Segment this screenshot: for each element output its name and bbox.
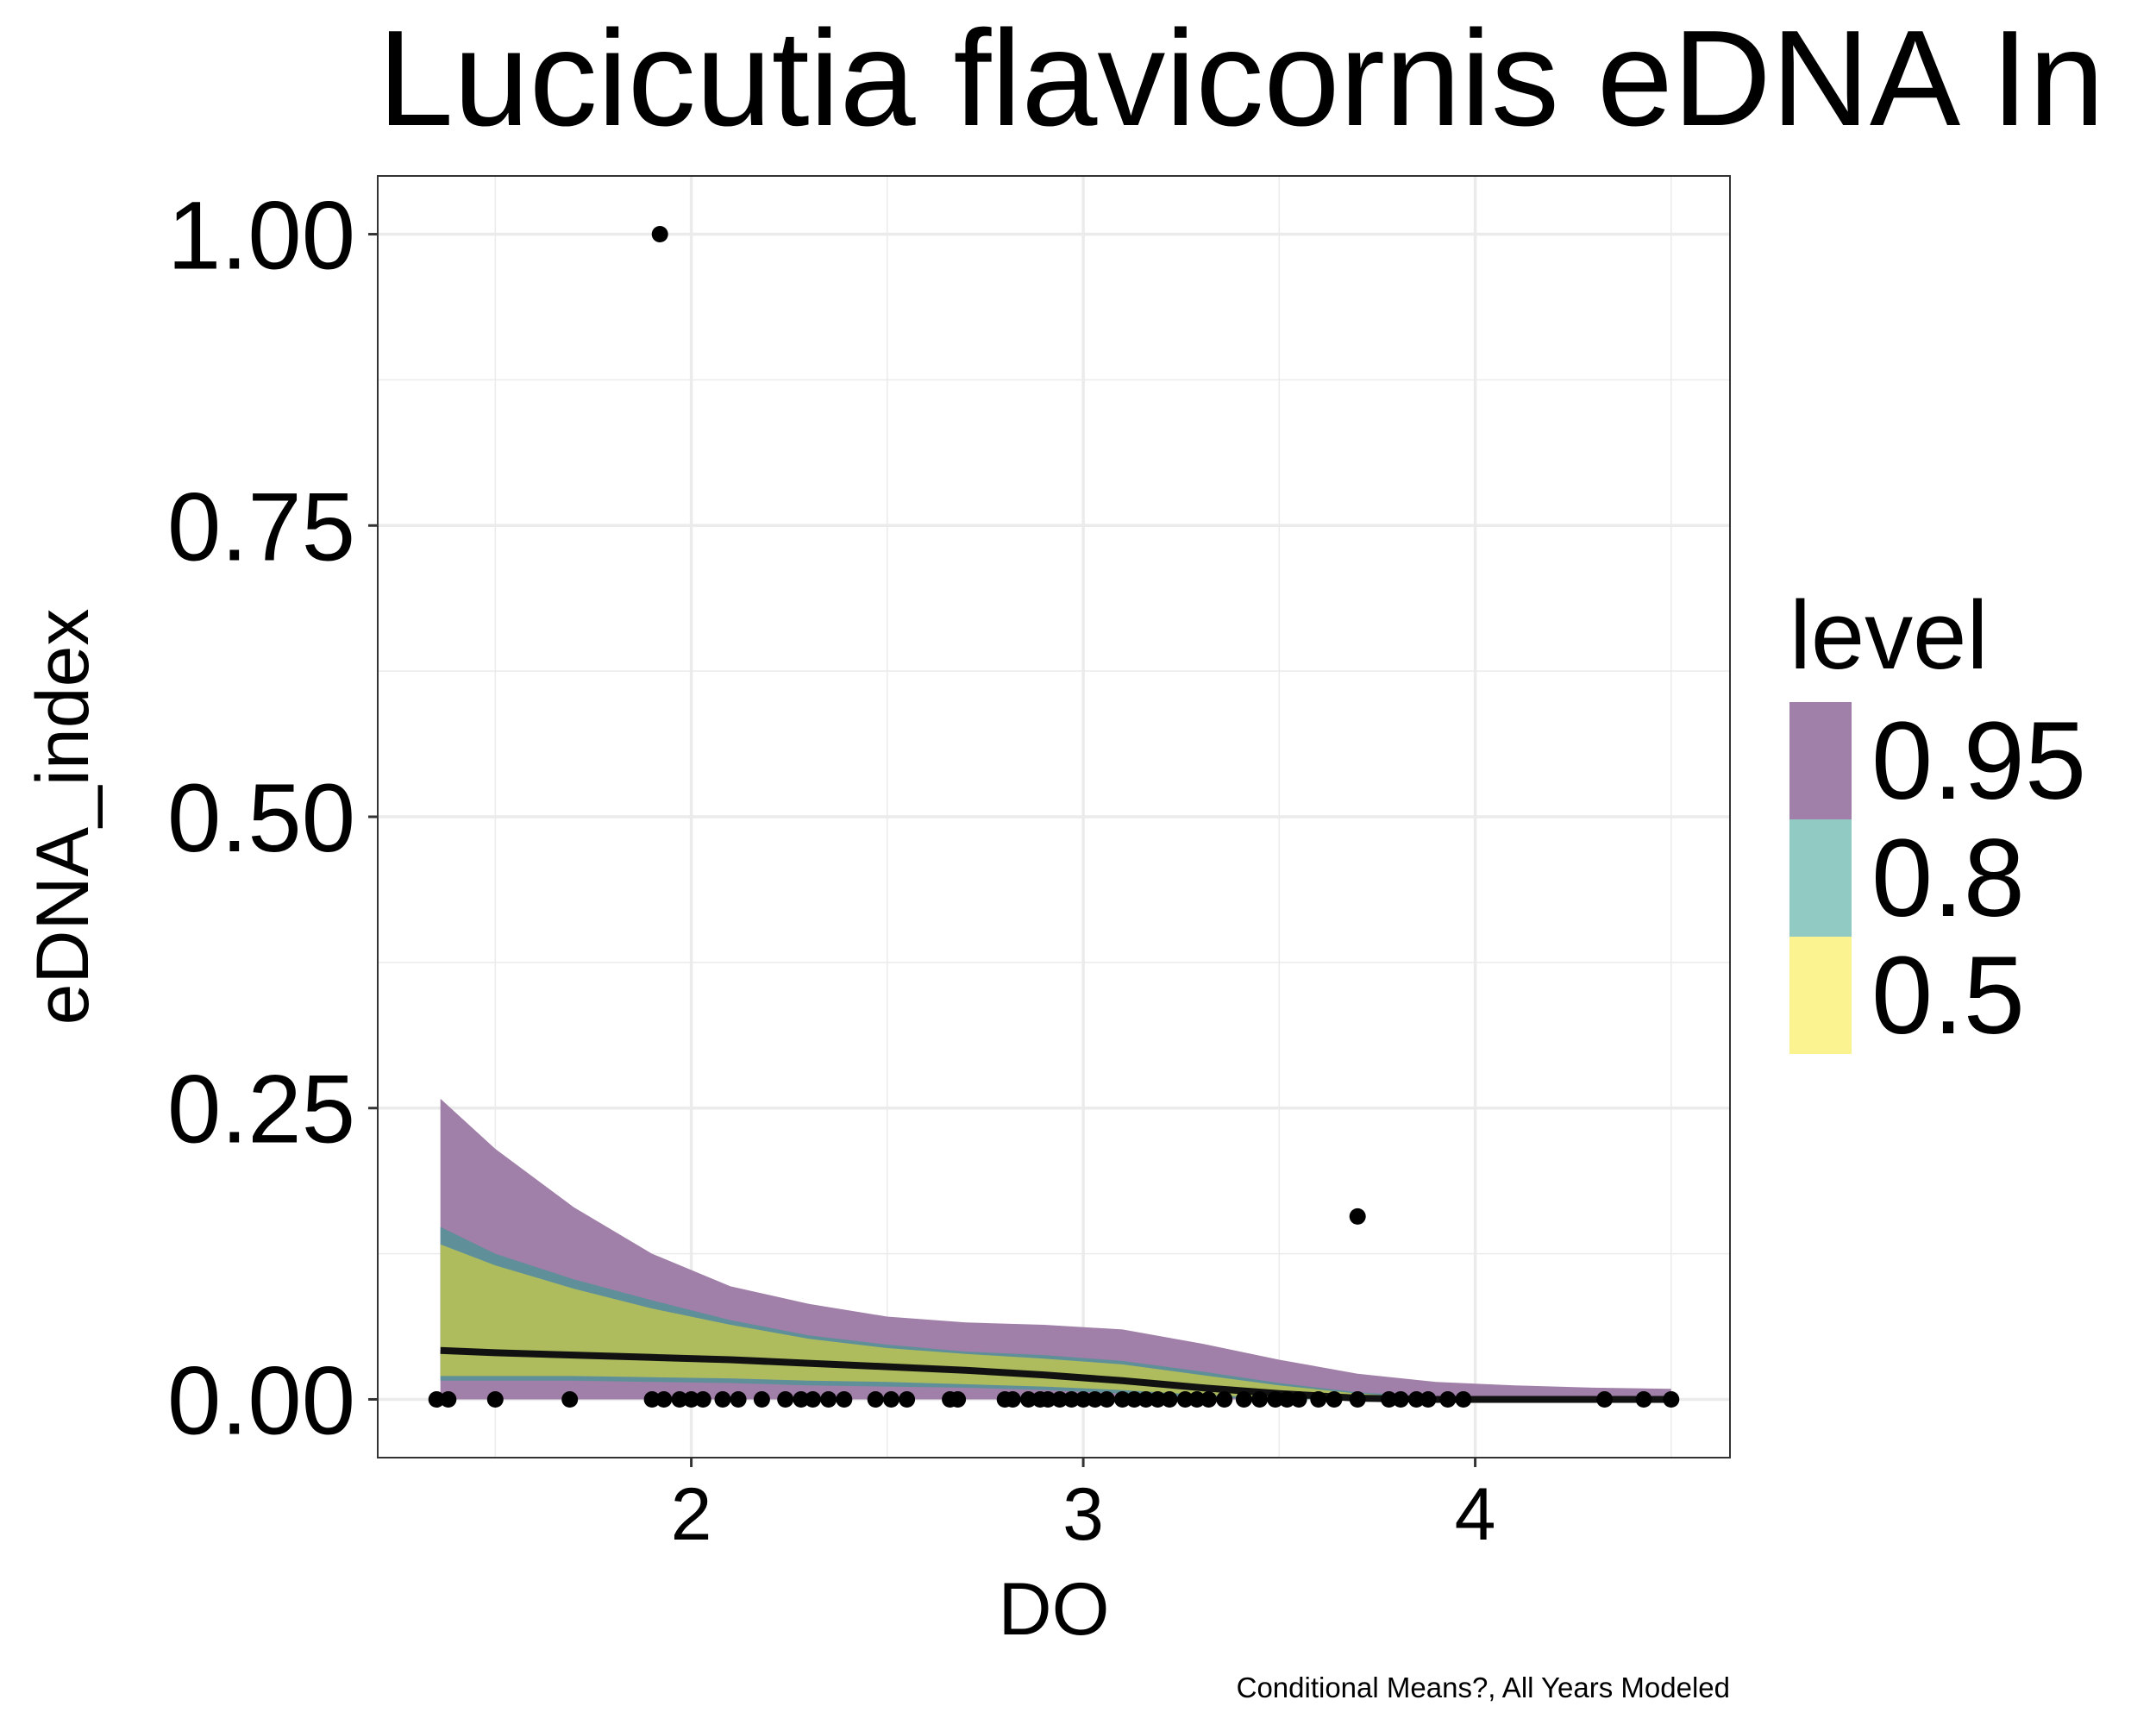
y-axis: 0.00 0.25 0.50 0.75 1.00 [167, 182, 378, 1454]
data-point [651, 226, 668, 242]
x-tick-label: 2 [671, 1473, 712, 1556]
data-point [1039, 1391, 1056, 1408]
data-point [836, 1391, 853, 1408]
data-point [440, 1391, 457, 1408]
data-point [1407, 1391, 1425, 1408]
data-point [1663, 1391, 1680, 1408]
data-point [1075, 1391, 1092, 1408]
data-point [1063, 1391, 1080, 1408]
data-point [1278, 1391, 1295, 1408]
data-point [428, 1391, 445, 1408]
data-point [777, 1391, 794, 1408]
legend-key-0-5 [1789, 937, 1852, 1054]
data-point [730, 1391, 747, 1408]
data-point [1381, 1391, 1398, 1408]
data-point [1188, 1391, 1206, 1408]
data-point [753, 1391, 770, 1408]
data-point [1267, 1391, 1284, 1408]
data-point [683, 1391, 700, 1408]
data-point [671, 1391, 688, 1408]
data-point [867, 1391, 884, 1408]
data-points [428, 226, 1680, 1408]
data-point [1098, 1391, 1115, 1408]
data-point [882, 1391, 899, 1408]
data-point [561, 1391, 579, 1408]
x-tick-label: 3 [1062, 1473, 1104, 1556]
legend-label: 0.95 [1871, 699, 2086, 823]
data-point [1004, 1391, 1021, 1408]
legend-key-0-95 [1789, 702, 1852, 819]
data-point [1349, 1391, 1366, 1408]
data-point [1455, 1391, 1472, 1408]
data-point [1020, 1391, 1037, 1408]
data-point [820, 1391, 837, 1408]
data-point [805, 1391, 821, 1408]
data-point [899, 1391, 916, 1408]
chart-title: Lucicutia flavicornis eDNA In [378, 3, 2104, 154]
grid-major [378, 176, 1730, 1458]
legend-key-0-8 [1789, 819, 1852, 937]
legend-label: 0.5 [1871, 934, 2025, 1057]
data-point [1149, 1391, 1166, 1408]
data-point [714, 1391, 731, 1408]
data-point [1087, 1391, 1104, 1408]
legend-label: 0.8 [1871, 817, 2025, 940]
legend-items: 0.950.80.5 [1789, 699, 2086, 1057]
data-point [694, 1391, 711, 1408]
data-point [1439, 1391, 1457, 1408]
data-point [1596, 1391, 1614, 1408]
data-point [655, 1391, 673, 1408]
data-point [643, 1391, 661, 1408]
y-axis-title: eDNA_index [22, 609, 104, 1026]
data-point [1235, 1391, 1252, 1408]
x-axis-title: DO [999, 1568, 1110, 1651]
data-point [793, 1391, 810, 1408]
data-point [1251, 1391, 1269, 1408]
x-axis: 2 3 4 [671, 1458, 1496, 1556]
data-point [950, 1391, 967, 1408]
data-point [1051, 1391, 1069, 1408]
data-point [1114, 1391, 1131, 1408]
y-tick-label: 1.00 [167, 182, 355, 290]
data-point [1635, 1391, 1652, 1408]
y-tick-label: 0.25 [167, 1056, 355, 1164]
data-point [1392, 1391, 1409, 1408]
data-point [1349, 1208, 1366, 1225]
data-point [1125, 1391, 1143, 1408]
data-point [1326, 1391, 1343, 1408]
data-point [1290, 1391, 1307, 1408]
data-point [1200, 1391, 1217, 1408]
y-tick-label: 0.00 [167, 1346, 355, 1454]
plot-panel [377, 175, 1731, 1458]
y-tick-label: 0.75 [167, 473, 355, 580]
data-point [1138, 1391, 1155, 1408]
data-point [1176, 1391, 1194, 1408]
y-tick-label: 0.50 [167, 764, 355, 872]
chart-caption: Conditional Means?, All Years Modeled [1237, 1672, 1730, 1703]
data-point [1420, 1391, 1437, 1408]
legend-title: level [1789, 581, 1988, 689]
data-point [1310, 1391, 1327, 1408]
legend: level 0.950.80.5 [1789, 581, 2086, 1057]
data-point [486, 1391, 504, 1408]
data-point [1216, 1391, 1233, 1408]
x-tick-label: 4 [1455, 1473, 1496, 1556]
data-point [1161, 1391, 1178, 1408]
